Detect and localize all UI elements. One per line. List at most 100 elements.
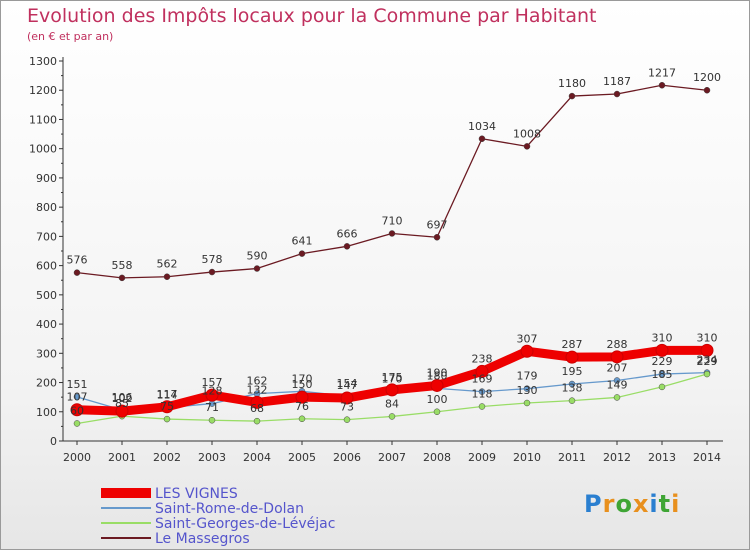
series-marker: [343, 416, 351, 423]
series-marker: [703, 86, 711, 94]
data-label: 114: [157, 389, 178, 402]
data-label: 106: [112, 391, 133, 404]
y-tick-label: 500: [36, 289, 57, 302]
data-label: 1187: [603, 75, 631, 88]
data-label: 179: [517, 370, 538, 383]
data-label: 117: [157, 388, 178, 401]
series-marker: [73, 393, 81, 401]
series-marker: [478, 388, 486, 395]
series-marker: [433, 234, 441, 241]
series-marker: [475, 364, 489, 378]
data-label: 132: [247, 383, 268, 396]
data-label: 76: [295, 400, 309, 413]
series-marker: [205, 388, 219, 402]
legend-label: Le Massegros: [155, 531, 250, 547]
y-tick-label: 900: [36, 172, 57, 185]
series-marker: [523, 399, 531, 407]
x-tick-label: 2005: [288, 451, 316, 464]
data-label: 138: [562, 382, 583, 395]
y-tick-label: 1000: [29, 143, 57, 156]
data-label: 195: [562, 365, 583, 378]
x-tick-label: 2011: [558, 451, 586, 464]
data-label: 1034: [468, 120, 496, 133]
series-marker: [565, 350, 579, 364]
series-marker: [430, 378, 444, 392]
x-tick-label: 2003: [198, 451, 226, 464]
series-marker: [70, 403, 84, 417]
data-label: 710: [382, 214, 403, 227]
data-label: 130: [517, 384, 538, 397]
series-marker: [478, 135, 486, 143]
series-marker: [163, 273, 171, 280]
data-label: 1180: [558, 77, 586, 90]
series-marker: [613, 90, 621, 98]
data-label: 170: [292, 372, 313, 385]
logo-letter: P: [584, 490, 603, 518]
x-tick-label: 2009: [468, 451, 496, 464]
series-marker: [295, 390, 309, 404]
x-tick-label: 2010: [513, 451, 541, 464]
data-label: 590: [247, 250, 268, 263]
series-marker: [655, 343, 669, 357]
data-label: 149: [607, 378, 628, 391]
data-label: 310: [652, 331, 673, 344]
logo-letter: i: [649, 490, 659, 518]
data-label: 157: [202, 376, 223, 389]
data-label: 288: [607, 338, 628, 351]
data-label: 207: [607, 361, 628, 374]
x-tick-label: 2006: [333, 451, 361, 464]
series-marker: [253, 265, 261, 272]
series-marker: [298, 415, 306, 423]
data-label: 666: [337, 227, 358, 240]
data-label: 75: [160, 400, 174, 413]
x-tick-label: 2000: [63, 451, 91, 464]
x-tick-label: 2013: [648, 451, 676, 464]
data-label: 85: [115, 397, 129, 410]
series-marker: [388, 230, 396, 237]
series-marker: [388, 413, 396, 420]
series-marker: [523, 143, 531, 150]
series-marker: [523, 385, 531, 392]
series-marker: [73, 269, 81, 276]
data-label: 169: [472, 373, 493, 386]
logo-letter: i: [671, 490, 681, 518]
series-marker: [253, 417, 261, 425]
data-label: 128: [202, 385, 223, 398]
data-label: 107: [67, 391, 88, 404]
series-marker: [520, 344, 534, 358]
data-label: 1008: [513, 127, 541, 140]
data-label: 154: [337, 377, 358, 390]
data-label: 162: [247, 375, 268, 388]
y-tick-label: 700: [36, 230, 57, 243]
x-tick-label: 2007: [378, 451, 406, 464]
data-label: 229: [652, 355, 673, 368]
series-marker: [343, 243, 351, 250]
series-marker: [298, 250, 306, 257]
legend-label: Saint-Rome-de-Dolan: [155, 501, 304, 517]
series-marker: [613, 377, 621, 384]
chart-title: Evolution des Impôts locaux pour la Comm…: [27, 5, 597, 27]
x-tick-label: 2002: [153, 451, 181, 464]
data-label: 578: [202, 253, 223, 266]
series-marker: [163, 415, 171, 423]
data-label: 238: [472, 352, 493, 365]
series-marker: [568, 397, 576, 404]
logo-letter: r: [602, 490, 616, 518]
series-marker: [250, 395, 264, 409]
data-label: 185: [652, 368, 673, 381]
data-label: 287: [562, 338, 583, 351]
series-marker: [703, 370, 711, 378]
series-marker: [208, 416, 216, 424]
y-tick-label: 600: [36, 260, 57, 273]
proxiti-logo: Proxiti: [584, 490, 680, 518]
data-label: 180: [427, 369, 448, 382]
y-tick-label: 100: [36, 406, 57, 419]
y-tick-label: 200: [36, 377, 57, 390]
data-label: 147: [337, 379, 358, 392]
series-marker: [610, 350, 624, 364]
x-tick-label: 2008: [423, 451, 451, 464]
series-marker: [613, 394, 621, 401]
series-marker: [700, 343, 714, 357]
